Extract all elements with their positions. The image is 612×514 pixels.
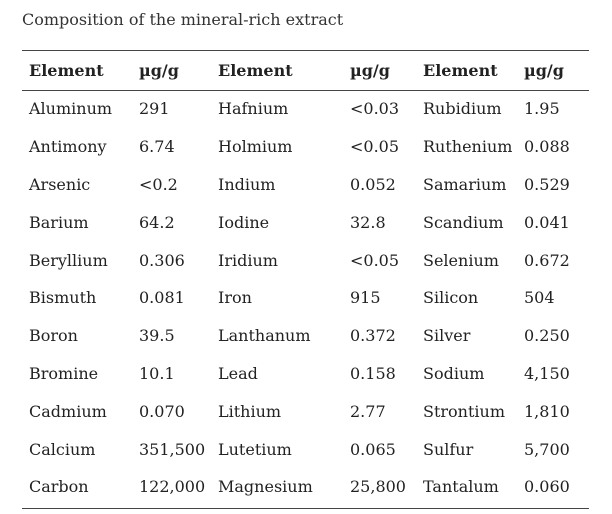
element-name: Selenium <box>423 250 499 270</box>
element-value: 10.1 <box>139 363 175 383</box>
element-value: 4,150 <box>524 363 570 383</box>
element-value: 0.070 <box>139 401 185 421</box>
element-name: Beryllium <box>29 250 108 270</box>
table-row: Beryllium 0.306 Iridium <0.05 Selenium 0.672 <box>22 241 589 279</box>
element-value: <0.05 <box>350 250 400 270</box>
element-name: Iron <box>218 288 252 308</box>
element-value: 0.372 <box>350 326 396 346</box>
table-row: Barium 64.2 Iodine 32.8 Scandium 0.041 <box>22 203 589 241</box>
header-rule <box>22 90 589 91</box>
table-row: Cadmium 0.070 Lithium 2.77 Strontium 1,810 <box>22 392 589 430</box>
element-name: Lanthanum <box>218 326 311 346</box>
element-name: Aluminum <box>29 99 113 119</box>
element-value: <0.2 <box>139 174 178 194</box>
table-row: Boron 39.5 Lanthanum 0.372 Silver 0.250 <box>22 317 589 355</box>
header-concentration: µg/g <box>350 61 390 80</box>
element-value: 0.672 <box>524 250 570 270</box>
header-row: Element µg/g Element µg/g Element µg/g <box>22 51 589 90</box>
element-name: Lithium <box>218 401 282 421</box>
element-name: Hafnium <box>218 99 289 119</box>
element-value: 291 <box>139 99 170 119</box>
element-value: 0.529 <box>524 174 570 194</box>
element-name: Cadmium <box>29 401 107 421</box>
bottom-rule <box>22 508 589 509</box>
element-value: 0.041 <box>524 212 570 232</box>
element-value: 0.052 <box>350 174 396 194</box>
element-name: Barium <box>29 212 89 232</box>
element-value: 915 <box>350 288 381 308</box>
element-name: Silver <box>423 326 471 346</box>
element-value: 351,500 <box>139 439 206 459</box>
element-name: Sodium <box>423 363 485 383</box>
element-name: Samarium <box>423 174 507 194</box>
element-value: 32.8 <box>350 212 386 232</box>
table-row: Calcium 351,500 Lutetium 0.065 Sulfur 5,700 <box>22 430 589 468</box>
element-value: 0.306 <box>139 250 185 270</box>
element-name: Sulfur <box>423 439 474 459</box>
element-name: Silicon <box>423 288 479 308</box>
element-name: Strontium <box>423 401 505 421</box>
element-value: 0.065 <box>350 439 396 459</box>
element-value: 0.158 <box>350 363 396 383</box>
element-value: 0.081 <box>139 288 185 308</box>
element-value: 1,810 <box>524 401 570 421</box>
element-value: 39.5 <box>139 326 175 346</box>
table-row: Arsenic <0.2 Indium 0.052 Samarium 0.529 <box>22 166 589 204</box>
element-value: 5,700 <box>524 439 570 459</box>
table-row: Antimony 6.74 Holmium <0.05 Ruthenium 0.088 <box>22 128 589 166</box>
element-value: 122,000 <box>139 477 206 497</box>
element-value: 504 <box>524 288 555 308</box>
element-value: <0.03 <box>350 99 400 119</box>
table-row: Bismuth 0.081 Iron 915 Silicon 504 <box>22 279 589 317</box>
element-value: 0.250 <box>524 326 570 346</box>
table-row: Aluminum 291 Hafnium <0.03 Rubidium 1.95 <box>22 90 589 128</box>
element-name: Rubidium <box>423 99 502 119</box>
element-value: 2.77 <box>350 401 386 421</box>
header-element: Element <box>29 61 104 80</box>
element-name: Scandium <box>423 212 504 232</box>
element-value: 1.95 <box>524 99 560 119</box>
element-name: Magnesium <box>218 477 313 497</box>
element-name: Iodine <box>218 212 270 232</box>
table-caption: Composition of the mineral-rich extract <box>22 10 344 29</box>
composition-table: Element µg/g Element µg/g Element µg/g A… <box>22 51 589 506</box>
element-name: Tantalum <box>423 477 499 497</box>
element-name: Iridium <box>218 250 278 270</box>
header-concentration: µg/g <box>524 61 564 80</box>
element-name: Lead <box>218 363 258 383</box>
element-name: Ruthenium <box>423 137 513 157</box>
element-name: Arsenic <box>29 174 91 194</box>
element-name: Antimony <box>29 137 107 157</box>
element-name: Calcium <box>29 439 96 459</box>
element-name: Bromine <box>29 363 99 383</box>
top-rule <box>22 50 589 51</box>
element-value: 25,800 <box>350 477 406 497</box>
element-value: 0.060 <box>524 477 570 497</box>
table-row: Carbon 122,000 Magnesium 25,800 Tantalum 0.06… <box>22 468 589 506</box>
element-value: <0.05 <box>350 137 400 157</box>
element-name: Lutetium <box>218 439 292 459</box>
table-row: Bromine 10.1 Lead 0.158 Sodium 4,150 <box>22 355 589 393</box>
table-header: Element µg/g Element µg/g Element µg/g <box>22 51 589 90</box>
element-name: Bismuth <box>29 288 97 308</box>
table-body: Aluminum 291 Hafnium <0.03 Rubidium 1.95 Antim… <box>22 90 589 506</box>
header-concentration: µg/g <box>139 61 179 80</box>
header-element: Element <box>218 61 293 80</box>
element-name: Holmium <box>218 137 293 157</box>
element-name: Carbon <box>29 477 89 497</box>
element-value: 0.088 <box>524 137 570 157</box>
header-element: Element <box>423 61 498 80</box>
element-value: 6.74 <box>139 137 175 157</box>
element-name: Boron <box>29 326 78 346</box>
element-name: Indium <box>218 174 276 194</box>
element-value: 64.2 <box>139 212 175 232</box>
